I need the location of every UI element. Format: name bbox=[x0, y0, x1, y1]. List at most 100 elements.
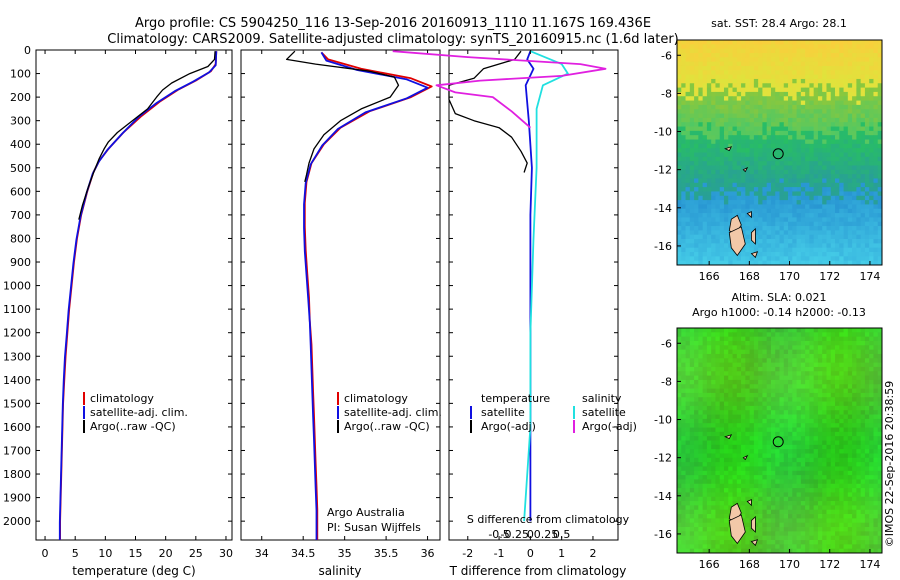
heatmap-cell bbox=[813, 109, 819, 114]
heatmap-cell bbox=[702, 243, 708, 249]
heatmap-cell bbox=[817, 345, 823, 351]
heatmap-cell bbox=[809, 230, 815, 236]
heatmap-cell bbox=[775, 126, 780, 132]
heatmap-cell bbox=[783, 74, 789, 80]
heatmap-cell bbox=[839, 126, 844, 132]
heatmap-cell bbox=[822, 260, 827, 265]
heatmap-cell bbox=[877, 122, 882, 127]
heatmap-cell bbox=[869, 230, 874, 236]
heatmap-cell bbox=[758, 332, 763, 338]
heatmap-cell bbox=[728, 466, 733, 472]
heatmap-cell bbox=[698, 217, 704, 223]
heatmap-cell bbox=[694, 479, 699, 485]
heatmap-cell bbox=[758, 165, 763, 171]
heatmap-cell bbox=[800, 260, 806, 265]
heatmap-cell bbox=[698, 496, 704, 502]
heatmap-cell bbox=[762, 234, 768, 240]
heatmap-cell bbox=[677, 182, 682, 188]
heatmap-cell bbox=[689, 100, 695, 106]
heatmap-cell bbox=[758, 148, 763, 153]
heatmap-cell bbox=[732, 401, 738, 407]
heatmap-cell bbox=[783, 401, 789, 407]
heatmap-cell bbox=[706, 57, 712, 63]
heatmap-cell bbox=[839, 208, 844, 214]
depth-tick-label: 300 bbox=[10, 115, 31, 128]
heatmap-cell bbox=[843, 104, 849, 110]
heatmap-cell bbox=[706, 496, 712, 502]
heatmap-cell bbox=[779, 213, 785, 218]
heatmap-cell bbox=[852, 109, 857, 114]
heatmap-cell bbox=[839, 96, 844, 101]
heatmap-cell bbox=[681, 488, 686, 493]
heatmap-cell bbox=[839, 431, 844, 437]
heatmap-cell bbox=[813, 509, 819, 515]
heatmap-cell bbox=[702, 371, 708, 376]
heatmap-cell bbox=[805, 44, 810, 50]
heatmap-cell bbox=[864, 475, 870, 480]
heatmap-cell bbox=[830, 48, 836, 54]
heatmap-cell bbox=[736, 336, 742, 342]
heatmap-cell bbox=[847, 492, 853, 498]
heatmap-cell bbox=[822, 427, 827, 433]
heatmap-cell bbox=[741, 392, 746, 398]
heatmap-cell bbox=[852, 40, 857, 45]
heatmap-cell bbox=[719, 61, 725, 67]
heatmap-cell bbox=[809, 74, 815, 80]
heatmap-cell bbox=[869, 126, 874, 132]
heatmap-cell bbox=[796, 122, 802, 127]
heatmap-cell bbox=[809, 70, 815, 76]
heatmap-cell bbox=[873, 44, 879, 50]
heatmap-cell bbox=[864, 78, 870, 84]
heatmap-cell bbox=[736, 126, 742, 132]
heatmap-cell bbox=[877, 40, 882, 45]
heatmap-cell bbox=[770, 113, 776, 119]
heatmap-cell bbox=[877, 234, 882, 240]
heatmap-cell bbox=[822, 366, 827, 372]
heatmap-cell bbox=[869, 52, 874, 58]
heatmap-cell bbox=[689, 226, 695, 231]
heatmap-cell bbox=[877, 135, 882, 140]
heatmap-cell bbox=[873, 156, 879, 162]
heatmap-cell bbox=[728, 366, 733, 372]
heatmap-cell bbox=[749, 182, 755, 188]
legend-title-temperature: temperature bbox=[481, 392, 550, 405]
heatmap-cell bbox=[817, 126, 823, 132]
heatmap-cell bbox=[745, 174, 750, 179]
heatmap-cell bbox=[732, 328, 738, 333]
heatmap-cell bbox=[869, 256, 874, 262]
heatmap-cell bbox=[732, 362, 738, 368]
heatmap-cell bbox=[817, 87, 823, 93]
heatmap-cell bbox=[830, 518, 836, 524]
heatmap-cell bbox=[792, 152, 797, 158]
heatmap-cell bbox=[745, 470, 750, 476]
heatmap-cell bbox=[677, 195, 682, 201]
heatmap-cell bbox=[864, 117, 870, 123]
heatmap-cell bbox=[835, 234, 840, 240]
heatmap-cell bbox=[796, 83, 802, 88]
heatmap-cell bbox=[826, 204, 832, 210]
heatmap-cell bbox=[817, 410, 823, 415]
heatmap-cell bbox=[736, 449, 742, 454]
heatmap-cell bbox=[813, 328, 819, 333]
heatmap-cell bbox=[677, 187, 682, 192]
heatmap-cell bbox=[852, 423, 857, 428]
heatmap-cell bbox=[817, 143, 823, 149]
heatmap-cell bbox=[728, 475, 733, 480]
heatmap-cell bbox=[689, 169, 695, 175]
heatmap-cell bbox=[843, 152, 849, 158]
heatmap-cell bbox=[847, 440, 853, 446]
heatmap-cell bbox=[706, 247, 712, 253]
heatmap-cell bbox=[813, 405, 819, 411]
heatmap-cell bbox=[753, 204, 759, 210]
heatmap-cell bbox=[694, 328, 699, 333]
heatmap-cell bbox=[830, 191, 836, 197]
heatmap-cell bbox=[702, 332, 708, 338]
heatmap-cell bbox=[783, 479, 789, 485]
heatmap-cell bbox=[702, 345, 708, 351]
heatmap-cell bbox=[796, 143, 802, 149]
heatmap-cell bbox=[792, 522, 797, 528]
heatmap-cell bbox=[822, 143, 827, 149]
heatmap-cell bbox=[843, 174, 849, 179]
heatmap-cell bbox=[715, 96, 721, 101]
heatmap-cell bbox=[805, 52, 810, 58]
